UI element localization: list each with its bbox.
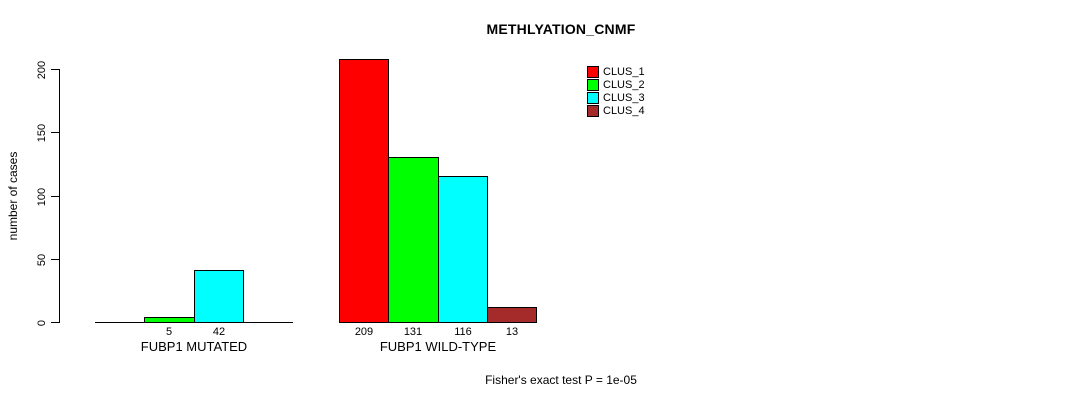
bar-clus_1-group1-zero [95, 322, 145, 323]
y-tick-label: 0 [36, 319, 48, 327]
bar-value-label: 131 [403, 326, 423, 338]
legend-label-clus_1: CLUS_1 [603, 66, 645, 78]
bar-clus_3-group2 [438, 176, 488, 323]
bar-value-label: 5 [165, 326, 173, 338]
legend-label-clus_2: CLUS_2 [603, 79, 645, 91]
y-axis-tick [51, 69, 59, 70]
y-tick-label: 100 [36, 187, 48, 207]
y-tick-label: 200 [36, 60, 48, 80]
legend-swatch-clus_3 [587, 92, 599, 104]
bar-clus_2-group2 [388, 157, 439, 323]
bar-value-label: 116 [454, 326, 472, 338]
bar-clus_4-group2 [487, 307, 537, 323]
bar-value-label: 13 [505, 326, 519, 338]
legend-swatch-clus_4 [587, 105, 599, 117]
y-tick-label: 150 [36, 123, 48, 143]
legend-label-clus_4: CLUS_4 [603, 105, 645, 117]
bar-value-label: 209 [354, 326, 374, 338]
fisher-test-annotation: Fisher's exact test P = 1e-05 [485, 373, 637, 387]
chart-title: METHLYATION_CNMF [486, 21, 636, 37]
y-axis-tick [51, 196, 59, 197]
group-label: FUBP1 MUTATED [140, 339, 248, 354]
y-axis-tick [51, 132, 59, 133]
legend-swatch-clus_1 [587, 66, 599, 78]
bar-value-label: 42 [212, 326, 226, 338]
y-axis-tick [51, 322, 59, 323]
bar-clus_2-group1 [144, 317, 195, 323]
legend-label-clus_3: CLUS_3 [603, 92, 645, 104]
bar-clus_3-group1 [194, 270, 244, 323]
bar-clus_4-group1-zero [243, 322, 293, 323]
group-label: FUBP1 WILD-TYPE [379, 339, 497, 354]
y-tick-label: 50 [36, 253, 48, 267]
y-axis-tick [51, 259, 59, 260]
y-axis-line [59, 69, 60, 323]
bar-clus_1-group2 [339, 59, 389, 323]
legend-swatch-clus_2 [587, 79, 599, 91]
